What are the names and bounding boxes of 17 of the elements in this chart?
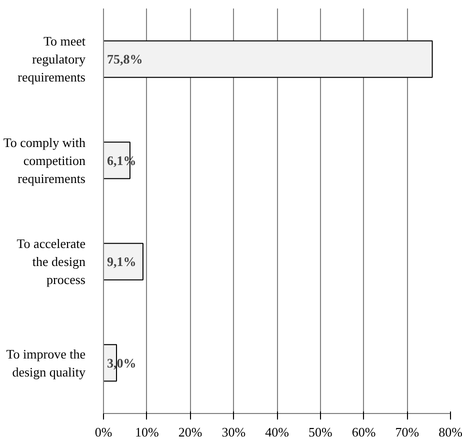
x-tick-label: 70% <box>395 424 420 440</box>
x-tick-label: 80% <box>438 424 462 440</box>
x-tick-label: 50% <box>308 424 332 440</box>
y-tick-label: To accelerate the design process <box>16 236 86 288</box>
x-tick-label: 40% <box>265 424 290 440</box>
data-label: 9,1% <box>106 254 136 270</box>
data-label: 75,8% <box>106 52 143 67</box>
x-tick-label: 0% <box>94 424 112 440</box>
y-tick-label: To meet regulatory requirements <box>18 34 86 85</box>
x-tick-label: 30% <box>222 424 246 440</box>
y-tick-label: To comply with competition requirements <box>3 134 86 186</box>
y-tick-label: To improve the design quality <box>6 346 86 380</box>
x-tick-label: 20% <box>178 424 202 440</box>
bar <box>104 242 144 280</box>
bar <box>104 40 433 78</box>
x-tick-label: 10% <box>134 424 159 440</box>
x-tick-label: 60% <box>352 424 376 440</box>
